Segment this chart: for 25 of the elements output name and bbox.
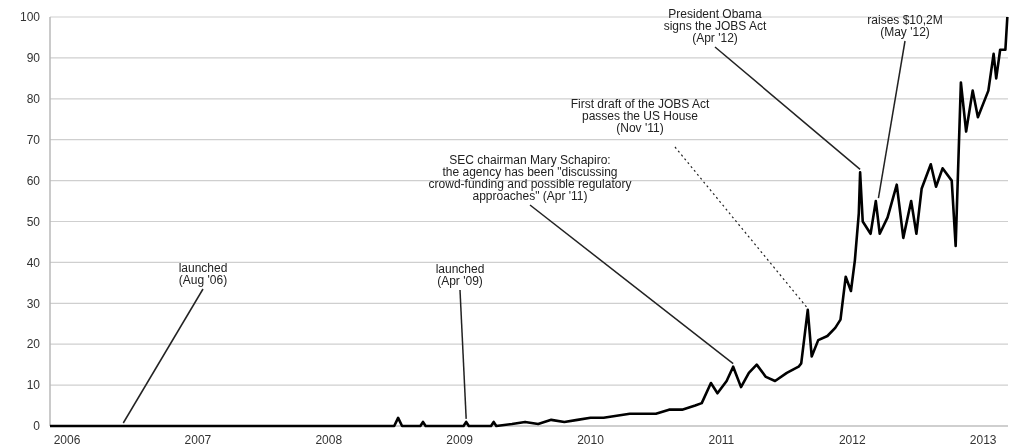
y-tick-label: 30 <box>26 296 41 311</box>
annotation: launched (Aug '06) <box>178 261 228 287</box>
annotation: raises $10,2M (May '12) <box>867 13 943 39</box>
x-tick-label: 2013 <box>969 433 997 447</box>
y-tick-label: 100 <box>19 10 41 25</box>
x-tick-label: 2009 <box>446 433 474 447</box>
y-tick-label: 80 <box>26 92 41 106</box>
y-tick-label: 50 <box>26 214 41 229</box>
y-tick-label: 0 <box>33 419 41 434</box>
annotation: First draft of the JOBS Act passes the US House (Nov '11) <box>570 97 711 135</box>
y-tick-label: 40 <box>26 255 41 270</box>
x-tick-label: 2008 <box>315 433 343 447</box>
y-tick-label: 90 <box>26 51 41 66</box>
x-tick-label: 2010 <box>577 433 605 447</box>
annotation: President Obama signs the JOBS Act (Apr '12) <box>663 7 768 45</box>
x-tick-label: 2007 <box>184 433 212 447</box>
x-tick-label: 2011 <box>708 433 735 447</box>
x-tick-label: 2006 <box>53 433 81 447</box>
annotation: launched (Apr '09) <box>435 262 485 288</box>
y-tick-label: 20 <box>26 337 41 352</box>
y-tick-label: 60 <box>26 173 41 188</box>
annotation: SEC chairman Mary Schapiro: the agency has been "discussing crowd-funding and possible regulatory approaches" (Apr '11) <box>428 153 632 203</box>
x-tick-label: 2012 <box>838 433 866 447</box>
y-tick-label: 10 <box>26 378 41 393</box>
y-tick-label: 70 <box>26 132 41 147</box>
